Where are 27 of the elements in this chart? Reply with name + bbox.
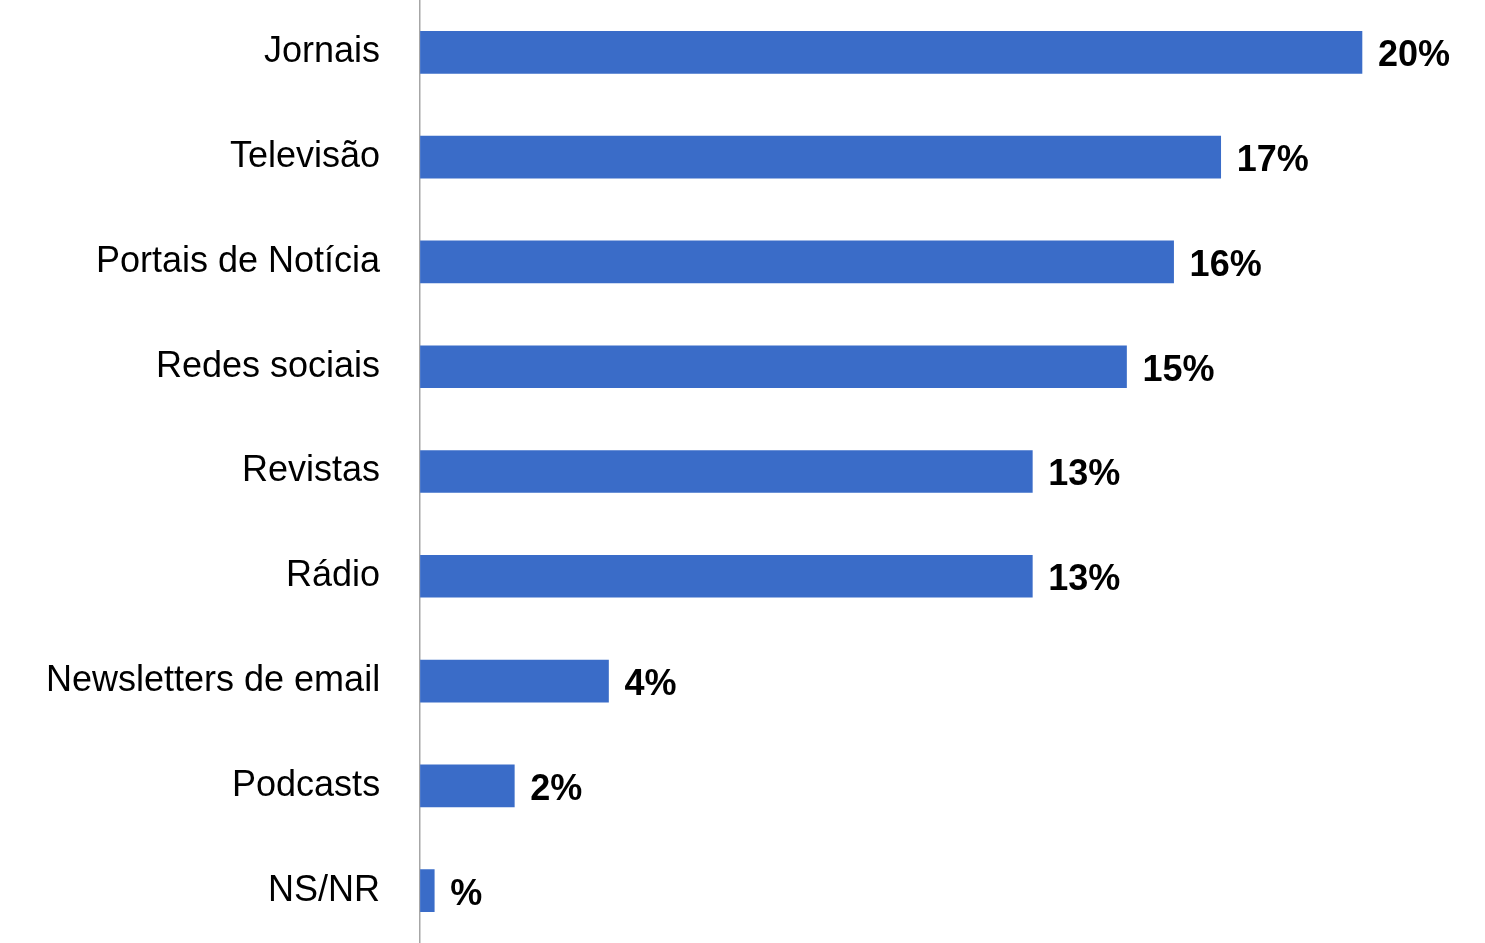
bar [420, 135, 1222, 179]
y-tick-label: Podcasts [232, 762, 381, 804]
data-label: 13% [1048, 557, 1121, 599]
data-label: 20% [1377, 33, 1451, 75]
data-label: 4% [624, 661, 677, 703]
bar [420, 240, 1174, 284]
y-tick-label: Revistas [242, 448, 381, 490]
bar [420, 659, 609, 703]
bar [420, 450, 1033, 493]
bar [420, 31, 1363, 74]
y-tick-label: Portais de Notícia [95, 238, 382, 280]
y-tick-label: Redes sociais [156, 343, 381, 385]
bar [420, 345, 1127, 389]
data-label: 13% [1048, 452, 1121, 494]
data-label: % [450, 871, 483, 913]
y-tick-label: NS/NR [268, 867, 381, 909]
bar [420, 764, 515, 808]
y-tick-label: Televisão [230, 134, 381, 176]
y-tick-label: Jornais [264, 29, 381, 71]
data-label: 2% [530, 766, 583, 808]
data-label: 16% [1189, 242, 1262, 284]
data-label: 17% [1236, 138, 1309, 180]
bar [420, 869, 435, 912]
y-tick-label: Newsletters de email [46, 657, 381, 699]
data-label: 15% [1142, 347, 1215, 389]
bar [420, 554, 1033, 598]
y-tick-label: Rádio [286, 553, 381, 595]
